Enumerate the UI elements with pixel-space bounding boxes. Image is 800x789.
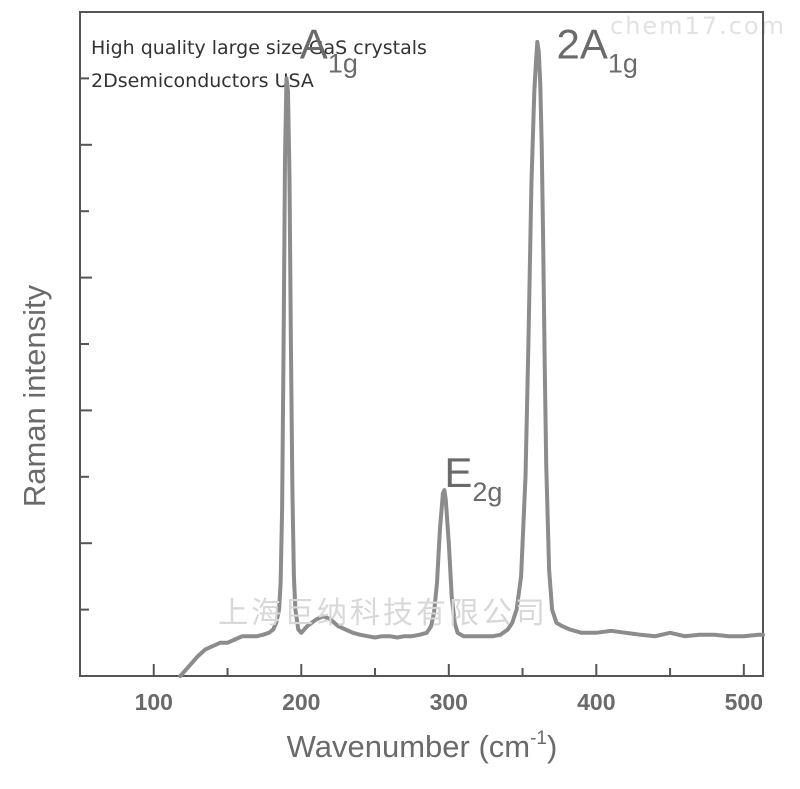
x-axis-label-main: Wavenumber (cm: [287, 729, 530, 764]
peak-label-subscript: 2g: [472, 477, 502, 507]
plot-frame: [79, 11, 764, 677]
peak-label-base: E: [444, 449, 472, 496]
x-tick-label: 400: [577, 689, 615, 715]
header-line-2: 2Dsemiconductors USA: [91, 70, 314, 92]
x-axis-ticks: 100 200 300 400 500: [135, 664, 763, 715]
peak-label-base: 2A: [556, 21, 607, 68]
peak-label: E2g: [444, 449, 502, 507]
x-tick-label: 100: [135, 689, 173, 715]
y-axis-label: Raman intensity: [17, 284, 52, 507]
peak-label-base: A: [300, 21, 328, 68]
x-axis-label-superscript: -1: [530, 728, 547, 749]
watermark-center: 上海巨纳科技有限公司: [218, 596, 548, 631]
peak-label: A1g: [300, 21, 358, 79]
x-axis-label-close: ): [547, 729, 557, 764]
y-axis-ticks: [80, 77, 92, 611]
peak-label: 2A1g: [556, 21, 637, 79]
x-tick-label: 500: [725, 689, 763, 715]
x-tick-label: 300: [430, 689, 468, 715]
x-axis-label: Wavenumber (cm-1): [287, 728, 558, 764]
x-tick-label: 200: [282, 689, 320, 715]
watermark-top-right: chem17.com: [610, 12, 786, 40]
peak-label-subscript: 1g: [328, 49, 358, 79]
header-line-1: High quality large size GaS crystals: [91, 37, 427, 59]
raman-spectrum-line: [178, 39, 765, 678]
peak-label-subscript: 1g: [608, 49, 638, 79]
